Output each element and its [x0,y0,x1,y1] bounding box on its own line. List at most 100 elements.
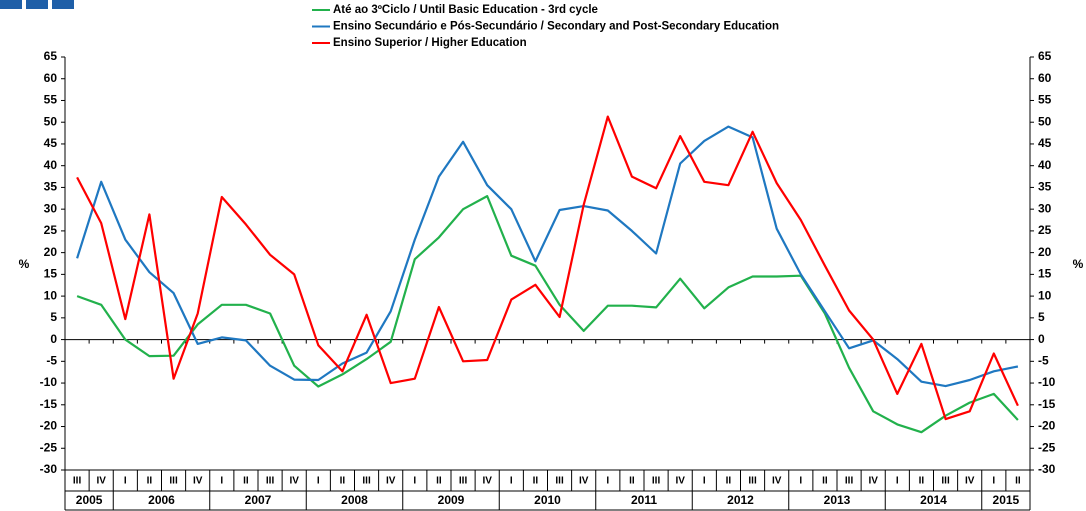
x-tick-label: III [555,476,564,487]
x-tick-label: I [992,476,995,487]
x-tick-label: I [124,476,127,487]
x-tick-label: IV [96,476,106,487]
x-tick-label: II [436,476,442,487]
x-tick-label: IV [289,476,299,487]
x-tick-label: II [1015,476,1021,487]
year-label: 2014 [920,493,947,507]
x-tick-label: III [652,476,661,487]
y2-tick-label: 20 [1038,245,1052,259]
x-tick-label: I [703,476,706,487]
y-tick-label: 20 [44,245,58,259]
x-tick-label: II [533,476,539,487]
x-tick-label: III [459,476,468,487]
y2-tick-label: 5 [1038,310,1045,324]
y2-tick-label: 25 [1038,223,1052,237]
y-tick-label: -10 [40,375,58,389]
y2-tick-label: -5 [1038,353,1049,367]
x-tick-label: III [73,476,82,487]
y-tick-label: 50 [44,114,58,128]
y2-tick-label: 55 [1038,93,1052,107]
x-tick-label: IV [675,476,685,487]
x-tick-label: IV [386,476,396,487]
x-tick-label: I [317,476,320,487]
x-tick-label: I [799,476,802,487]
x-tick-label: I [606,476,609,487]
y2-tick-label: 50 [1038,114,1052,128]
x-tick-label: I [220,476,223,487]
y-tick-label: -5 [46,353,57,367]
year-label: 2007 [245,493,272,507]
x-tick-label: III [266,476,275,487]
legend-text: Até ao 3ºCiclo / Until Basic Education -… [333,4,598,16]
x-tick-label: IV [193,476,203,487]
y2-tick-label: -25 [1038,440,1056,454]
y2-tick-label: 60 [1038,71,1052,85]
y-tick-label: 10 [44,288,58,302]
y2-tick-label: -15 [1038,397,1056,411]
series-line [76,115,1019,421]
y2-tick-label: 35 [1038,180,1052,194]
y-tick-label: -30 [40,462,58,476]
series-line [76,195,1019,434]
year-label: 2009 [438,493,465,507]
legend-text: Ensino Superior / Higher Education [333,37,527,49]
x-tick-label: IV [868,476,878,487]
y-tick-label: 0 [50,332,57,346]
year-label: 2013 [824,493,851,507]
y2-tick-label: -20 [1038,419,1056,433]
y2-tick-label: 45 [1038,136,1052,150]
y-tick-label: 60 [44,71,58,85]
x-tick-label: II [726,476,732,487]
x-tick-label: IV [579,476,589,487]
x-tick-label: II [919,476,925,487]
x-tick-label: III [941,476,950,487]
year-label: 2006 [148,493,175,507]
x-tick-label: IV [965,476,975,487]
x-tick-label: II [822,476,828,487]
y-tick-label: -25 [40,440,58,454]
x-tick-label: III [362,476,371,487]
year-label: 2005 [76,493,103,507]
y2-tick-label: 65 [1038,49,1052,63]
y2-tick-label: 15 [1038,267,1052,281]
x-tick-label: II [629,476,635,487]
y2-tick-label: 0 [1038,332,1045,346]
y-tick-label: 5 [50,310,57,324]
x-tick-label: I [413,476,416,487]
x-tick-label: II [243,476,249,487]
y2-tick-label: 30 [1038,201,1052,215]
x-tick-label: III [845,476,854,487]
y-tick-label: 25 [44,223,58,237]
y-tick-label: -20 [40,419,58,433]
y-tick-label: 15 [44,267,58,281]
y2-axis-label: % [1073,257,1084,271]
y-tick-label: 45 [44,136,58,150]
y-tick-label: -15 [40,397,58,411]
x-tick-label: I [510,476,513,487]
y2-tick-label: -30 [1038,462,1056,476]
year-label: 2010 [534,493,561,507]
x-tick-label: II [147,476,153,487]
y2-tick-label: 10 [1038,288,1052,302]
legend-text: Ensino Secundário e Pós-Secundário / Sec… [333,21,779,33]
x-tick-label: IV [482,476,492,487]
year-label: 2011 [631,493,657,507]
x-tick-label: III [748,476,757,487]
logo [0,0,74,9]
y-tick-label: 35 [44,180,58,194]
y-tick-label: 30 [44,201,58,215]
y-tick-label: 65 [44,49,58,63]
year-label: 2008 [341,493,368,507]
x-tick-label: II [340,476,346,487]
year-label: 2012 [727,493,754,507]
x-tick-label: III [169,476,178,487]
year-label: 2015 [993,493,1020,507]
series-line [76,125,1019,388]
y-axis-label: % [19,257,30,271]
y-tick-label: 55 [44,93,58,107]
y2-tick-label: 40 [1038,158,1052,172]
x-tick-label: I [896,476,899,487]
y2-tick-label: -10 [1038,375,1056,389]
y-tick-label: 40 [44,158,58,172]
